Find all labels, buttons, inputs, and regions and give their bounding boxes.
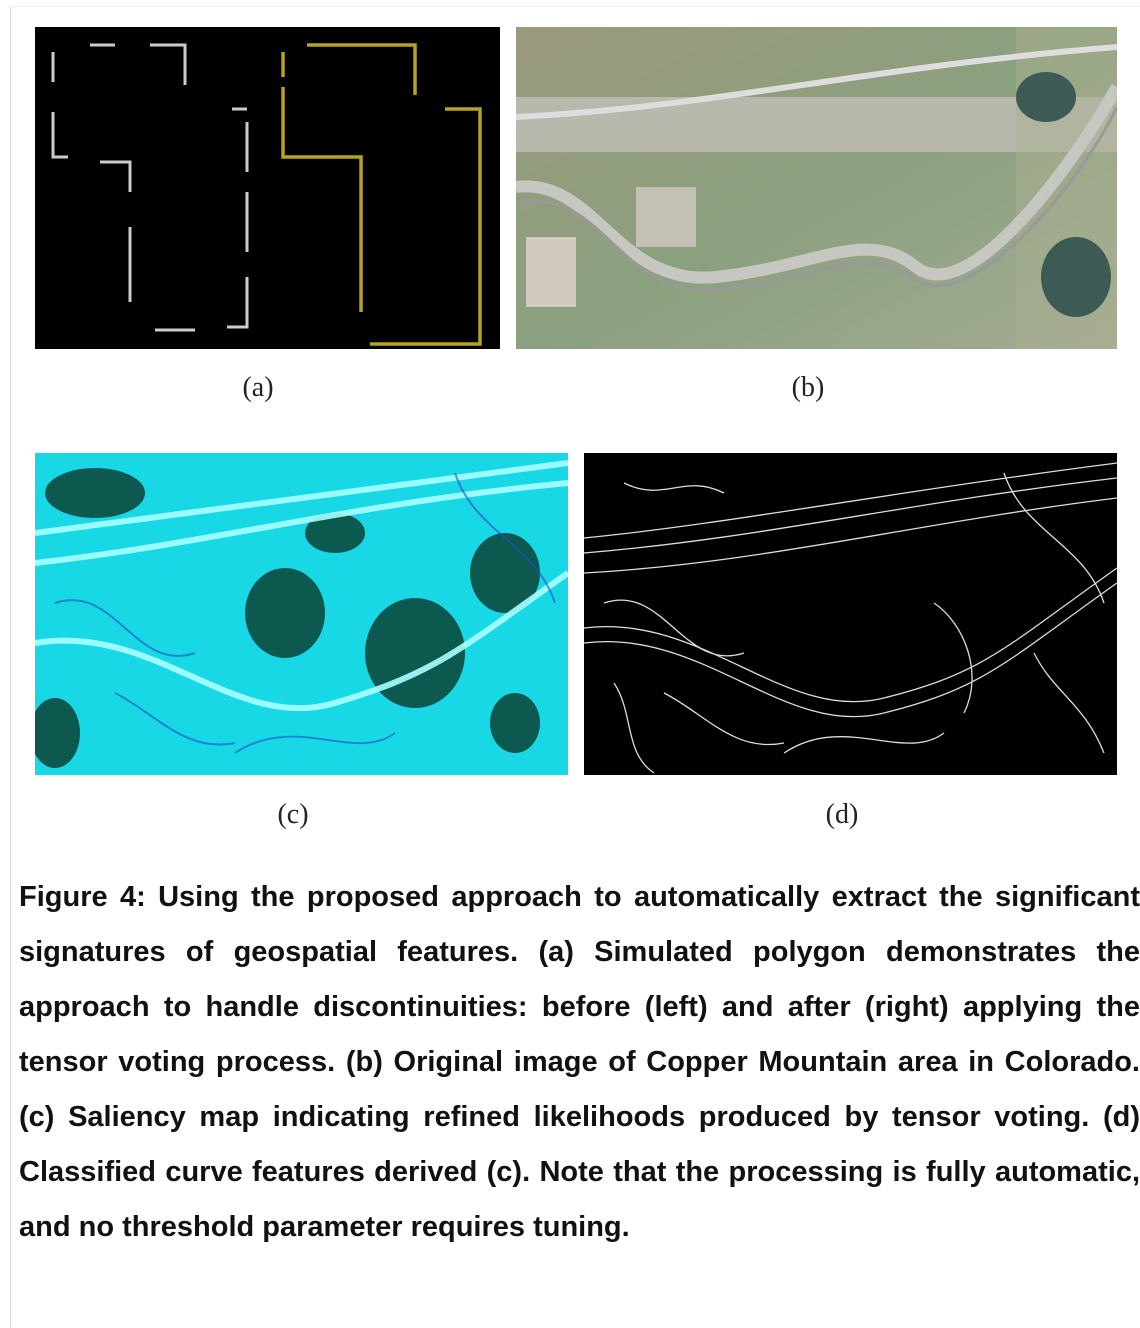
- panel-a-image: [35, 27, 500, 349]
- panel-c-image: [35, 453, 568, 775]
- panel-label: (a): [208, 372, 308, 404]
- panel-label: (c): [243, 799, 343, 831]
- panel-d-image: [584, 453, 1117, 775]
- panel-b-image: [516, 27, 1117, 349]
- figure-caption: Figure 4: Using the proposed approach to…: [19, 870, 1140, 1255]
- panel-label: (b): [758, 372, 858, 404]
- panel-label: (d): [792, 799, 892, 831]
- page: {"figure": {"panels": [{"label": "(a)"},…: [0, 0, 1140, 1327]
